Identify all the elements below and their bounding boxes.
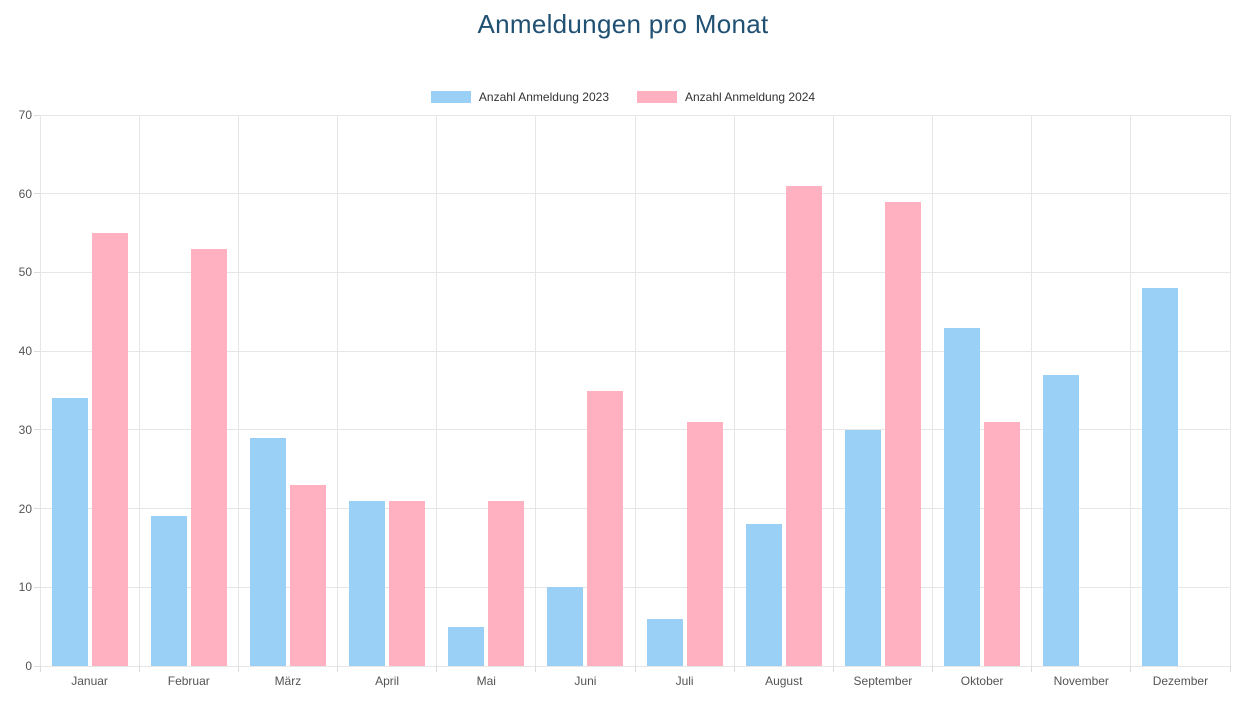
- xtick-label-Juni: Juni: [574, 674, 597, 688]
- bar-2024-August[interactable]: [785, 185, 822, 666]
- xtick-mark-7: [733, 666, 735, 672]
- xtick-label-August: August: [765, 674, 803, 688]
- chart-title: Anmeldungen pro Monat: [477, 9, 769, 39]
- xtick-label-Mai: Mai: [476, 674, 496, 688]
- ytick-label-50: 50: [18, 265, 32, 280]
- bar-2023-März[interactable]: [249, 437, 286, 666]
- xtick-mark-2: [237, 666, 239, 672]
- xtick-mark-9: [932, 666, 933, 672]
- bar-2023-September[interactable]: [844, 429, 881, 666]
- ytick-mark-60: [34, 193, 40, 195]
- xtick-mark-11: [1130, 666, 1132, 672]
- bar-2023-August[interactable]: [745, 524, 782, 666]
- ytick-label-20: 20: [18, 501, 32, 516]
- gridline-x-3: [337, 115, 338, 666]
- legend-item-2023[interactable]: Anzahl Anmeldung 2023: [430, 90, 609, 104]
- legend-swatch-2023-icon: [430, 91, 471, 103]
- xtick-mark-12: [1229, 666, 1231, 672]
- gridline-x-2: [237, 115, 239, 666]
- xtick-label-September: September: [853, 674, 913, 688]
- bar-2023-Mai[interactable]: [448, 626, 485, 666]
- ytick-mark-20: [34, 508, 40, 510]
- gridline-x-9: [932, 115, 933, 666]
- bar-2023-April[interactable]: [349, 500, 386, 666]
- xtick-mark-1: [138, 666, 140, 672]
- legend-item-2024[interactable]: Anzahl Anmeldung 2024: [637, 90, 815, 104]
- xtick-mark-5: [535, 666, 537, 672]
- gridline-x-7: [733, 115, 735, 666]
- bar-2024-Juli[interactable]: [686, 421, 723, 666]
- legend-label-2023: Anzahl Anmeldung 2023: [478, 90, 609, 104]
- gridline-x-12: [1229, 115, 1231, 666]
- xtick-mark-6: [634, 666, 636, 672]
- ytick-mark-10: [34, 586, 40, 588]
- gridline-x-5: [535, 115, 537, 666]
- legend-swatch-2024-icon: [637, 91, 677, 103]
- ytick-mark-30: [34, 429, 40, 431]
- xtick-mark-10: [1031, 666, 1033, 672]
- bar-2024-Januar[interactable]: [91, 233, 128, 666]
- xtick-label-April: April: [375, 674, 400, 688]
- gridline-x-0: [39, 115, 41, 666]
- bar-2023-Juli[interactable]: [646, 618, 683, 666]
- gridline-x-8: [832, 115, 834, 666]
- ytick-label-0: 0: [25, 659, 32, 673]
- bar-2024-Mai[interactable]: [488, 500, 525, 666]
- xtick-label-Februar: Februar: [167, 674, 210, 688]
- bar-2024-September[interactable]: [884, 201, 921, 666]
- xtick-label-Januar: Januar: [71, 674, 108, 688]
- xtick-label-Juli: Juli: [675, 674, 694, 688]
- ytick-label-40: 40: [18, 344, 32, 359]
- bar-2024-Februar[interactable]: [190, 248, 227, 666]
- bar-2024-April[interactable]: [389, 500, 426, 666]
- gridline-x-11: [1130, 115, 1132, 666]
- bar-2023-Dezember[interactable]: [1142, 288, 1179, 666]
- gridline-x-6: [634, 115, 636, 666]
- bar-2023-Juni[interactable]: [547, 587, 584, 666]
- xtick-label-Oktober: Oktober: [960, 674, 1004, 688]
- ytick-mark-50: [34, 271, 40, 273]
- plot-area[interactable]: [39, 114, 1231, 667]
- bar-2023-Oktober[interactable]: [944, 327, 981, 666]
- gridline-x-4: [436, 115, 438, 666]
- ytick-mark-40: [34, 350, 40, 352]
- legend-label-2024: Anzahl Anmeldung 2024: [685, 90, 816, 104]
- bar-2023-Februar[interactable]: [150, 516, 187, 666]
- xtick-label-Dezember: Dezember: [1152, 674, 1209, 688]
- ytick-label-70: 70: [18, 108, 32, 122]
- ytick-label-30: 30: [18, 422, 32, 437]
- xtick-mark-4: [436, 666, 438, 672]
- xtick-label-November: November: [1053, 674, 1109, 688]
- xtick-mark-3: [337, 666, 338, 672]
- ytick-label-10: 10: [18, 580, 32, 595]
- bar-2024-Juni[interactable]: [587, 390, 624, 666]
- chart-legend: Anzahl Anmeldung 2023 Anzahl Anmeldung 2…: [0, 90, 1246, 104]
- gridline-x-1: [138, 115, 140, 666]
- ytick-mark-70: [34, 114, 40, 116]
- xtick-mark-0: [39, 666, 41, 672]
- bar-2023-Januar[interactable]: [51, 398, 88, 666]
- xtick-mark-8: [832, 666, 834, 672]
- gridline-x-10: [1031, 115, 1033, 666]
- bar-2023-November[interactable]: [1043, 374, 1080, 666]
- xtick-label-März: März: [274, 674, 302, 688]
- ytick-mark-0: [34, 665, 40, 667]
- bar-2024-März[interactable]: [289, 484, 326, 666]
- ytick-label-60: 60: [18, 186, 32, 201]
- bar-2024-Oktober[interactable]: [984, 421, 1021, 666]
